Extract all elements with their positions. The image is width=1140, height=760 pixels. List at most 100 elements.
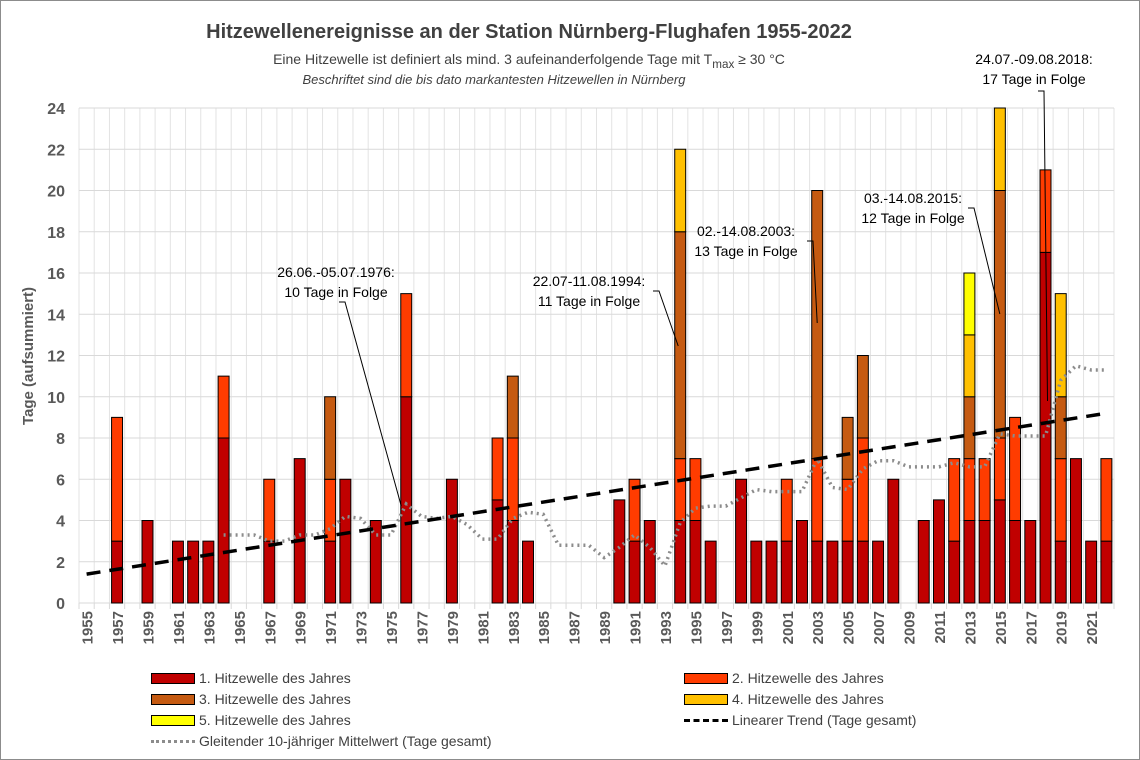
bar-segment-2 bbox=[856, 437, 869, 542]
legend-item-series-4: 4. Hitzewelle des Jahres bbox=[684, 689, 884, 709]
annotation-leader-line bbox=[968, 207, 1001, 315]
bar-segment-1 bbox=[993, 499, 1006, 604]
annotation-label: 24.07.-09.08.2018: bbox=[975, 51, 1093, 67]
y-tick-label: 8 bbox=[56, 431, 65, 448]
legend-label-trend: Linearer Trend (Tage gesamt) bbox=[732, 712, 917, 728]
bar-segment-3 bbox=[674, 231, 687, 460]
bar-segment-2 bbox=[263, 478, 276, 542]
bar-segment-1 bbox=[445, 478, 458, 604]
x-tick-label: 1967 bbox=[262, 611, 279, 644]
legend-label-series-5: 5. Hitzewelle des Jahres bbox=[199, 712, 351, 728]
y-tick-label: 0 bbox=[56, 596, 65, 613]
x-tick-label: 1969 bbox=[293, 611, 310, 644]
bar-segment-1 bbox=[978, 520, 991, 604]
annotation-label: 10 Tage in Folge bbox=[284, 284, 387, 300]
x-tick-label: 1977 bbox=[414, 611, 431, 644]
y-tick-label: 14 bbox=[47, 307, 65, 324]
bar-segment-3 bbox=[506, 375, 519, 439]
annotation-label: 11 Tage in Folge bbox=[538, 293, 640, 309]
y-tick-label: 10 bbox=[47, 390, 65, 407]
x-tick-label: 1987 bbox=[567, 611, 584, 644]
legend-swatch-series-4 bbox=[684, 693, 728, 705]
legend-item-series-3: 3. Hitzewelle des Jahres bbox=[151, 689, 351, 709]
bar-segment-1 bbox=[1085, 540, 1098, 604]
bar-segment-1 bbox=[795, 520, 808, 604]
bar-segment-2 bbox=[1100, 458, 1113, 542]
bar-segment-2 bbox=[689, 458, 702, 521]
bar-segment-1 bbox=[932, 499, 945, 604]
x-tick-label: 1971 bbox=[323, 611, 340, 644]
bar-segment-1 bbox=[1100, 540, 1113, 604]
bar-segment-1 bbox=[1069, 458, 1082, 604]
x-tick-label: 1979 bbox=[445, 611, 462, 644]
legend-label-series-1: 1. Hitzewelle des Jahres bbox=[199, 670, 351, 686]
bar-segment-1 bbox=[187, 540, 200, 604]
legend-item-trend: Linearer Trend (Tage gesamt) bbox=[684, 710, 916, 730]
bar-segment-3 bbox=[811, 190, 824, 460]
x-tick-label: 2005 bbox=[841, 611, 858, 644]
bar-segment-3 bbox=[963, 396, 976, 460]
bar-segment-1 bbox=[704, 540, 717, 604]
y-axis-label: Tage (aufsummiert) bbox=[20, 287, 37, 425]
x-tick-label: 2015 bbox=[993, 611, 1010, 644]
legend-item-moving-average: Gleitender 10-jähriger Mittelwert (Tage … bbox=[151, 731, 492, 751]
legend-swatch-trend bbox=[684, 718, 728, 722]
bar-segment-1 bbox=[780, 540, 793, 604]
y-tick-label: 24 bbox=[47, 101, 65, 118]
x-tick-label: 2003 bbox=[810, 611, 827, 644]
bar-segment-1 bbox=[872, 540, 885, 604]
bar-segment-2 bbox=[628, 478, 641, 542]
x-tick-label: 1973 bbox=[354, 611, 371, 644]
bar-segment-1 bbox=[643, 520, 656, 604]
bar-segment-2 bbox=[780, 478, 793, 542]
bar-segment-2 bbox=[993, 437, 1006, 501]
bar-segment-1 bbox=[217, 437, 230, 604]
legend-label-series-4: 4. Hitzewelle des Jahres bbox=[732, 691, 884, 707]
bar-segment-2 bbox=[1009, 416, 1022, 521]
bar-segment-4 bbox=[1054, 293, 1067, 398]
bar-segment-2 bbox=[111, 416, 124, 542]
bar-segment-1 bbox=[856, 540, 869, 604]
subtitle-end: ≥ 30 °C bbox=[734, 51, 785, 67]
y-tick-label: 22 bbox=[47, 142, 65, 159]
annotation-label: 22.07-11.08.1994: bbox=[533, 273, 646, 289]
bar-segment-1 bbox=[963, 520, 976, 604]
annotation-leader-line bbox=[807, 240, 818, 324]
annotation-label: 17 Tage in Folge bbox=[982, 71, 1085, 87]
bar-segment-1 bbox=[841, 540, 854, 604]
y-tick-label: 4 bbox=[56, 514, 65, 531]
legend-label-moving-average: Gleitender 10-jähriger Mittelwert (Tage … bbox=[199, 733, 492, 749]
y-tick-label: 20 bbox=[47, 184, 65, 201]
legend-swatch-series-1 bbox=[151, 672, 195, 684]
x-tick-label: 1959 bbox=[140, 611, 157, 644]
annotation-label: 12 Tage in Folge bbox=[861, 210, 964, 226]
x-tick-label: 1975 bbox=[384, 611, 401, 644]
bar-segment-1 bbox=[369, 520, 382, 604]
bar-segment-1 bbox=[1024, 520, 1037, 604]
bar-segment-2 bbox=[948, 458, 961, 542]
bar-segment-1 bbox=[293, 458, 306, 604]
bar-segment-3 bbox=[856, 355, 869, 439]
annotation-label: 26.06.-05.07.1976: bbox=[277, 264, 395, 280]
annotation-leader-line bbox=[653, 290, 679, 347]
annotation-label: 02.-14.08.2003: bbox=[697, 223, 795, 239]
annotation-leader-line bbox=[339, 301, 402, 507]
y-tick-label: 2 bbox=[56, 555, 65, 572]
bar-segment-1 bbox=[491, 499, 504, 604]
x-tick-label: 1963 bbox=[201, 611, 218, 644]
x-tick-label: 1993 bbox=[658, 611, 675, 644]
bar-segment-1 bbox=[1039, 251, 1052, 604]
bar-segment-4 bbox=[993, 107, 1006, 191]
y-tick-label: 6 bbox=[56, 472, 65, 489]
bar-segment-1 bbox=[765, 540, 778, 604]
bar-segment-1 bbox=[826, 540, 839, 604]
x-tick-label: 1999 bbox=[749, 611, 766, 644]
subtitle-subscript: max bbox=[712, 57, 735, 71]
bar-segment-1 bbox=[613, 499, 626, 604]
annotation-label: 03.-14.08.2015: bbox=[864, 190, 962, 206]
legend-swatch-moving-average bbox=[151, 739, 195, 743]
legend: 1. Hitzewelle des Jahres 2. Hitzewelle d… bbox=[151, 668, 1131, 758]
legend-item-series-5: 5. Hitzewelle des Jahres bbox=[151, 710, 351, 730]
legend-label-series-3: 3. Hitzewelle des Jahres bbox=[199, 691, 351, 707]
